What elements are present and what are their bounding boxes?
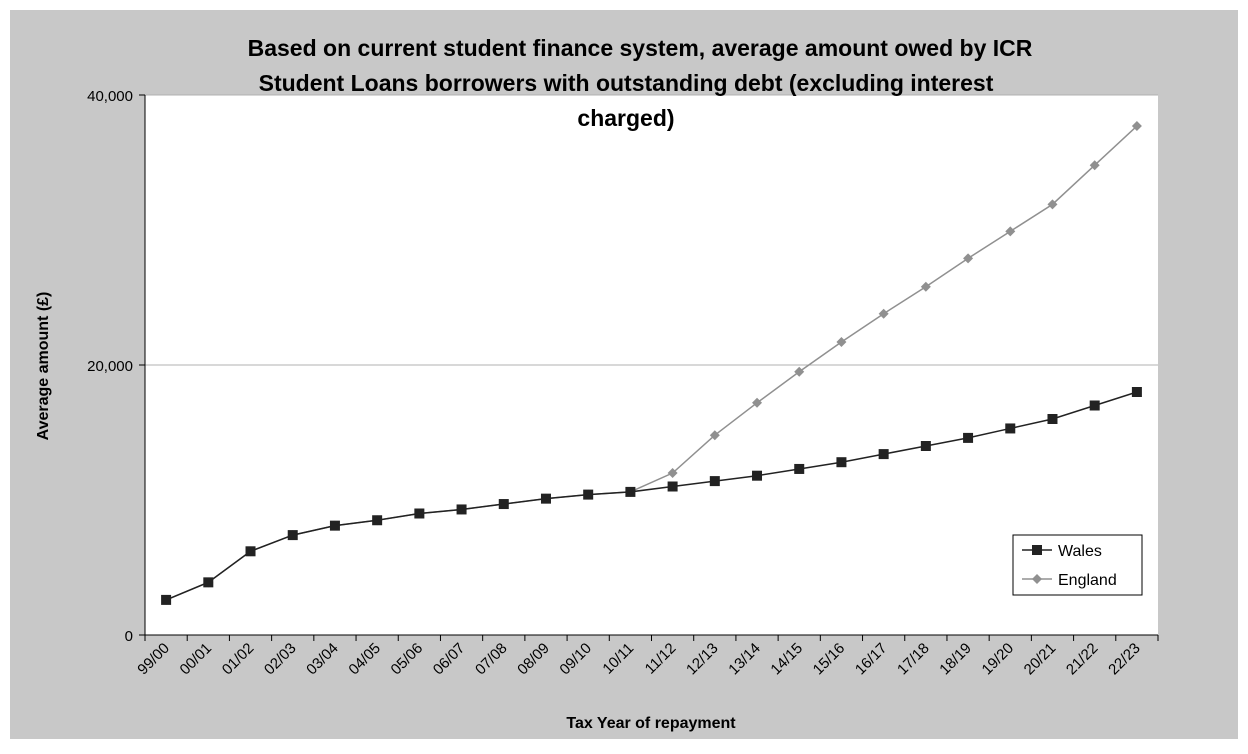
chart-title-line-3: charged) — [577, 105, 674, 131]
legend-england-marker — [1032, 574, 1042, 584]
legend-wales-label: Wales — [1058, 543, 1102, 560]
data-point-england — [1047, 199, 1058, 210]
y-axis-label: Average amount (£) — [35, 292, 52, 441]
data-point-wales — [372, 515, 383, 526]
data-point-wales — [161, 594, 172, 605]
data-point-england — [878, 308, 889, 319]
data-point-wales — [794, 463, 805, 474]
data-point-england — [836, 337, 847, 348]
data-point-wales — [414, 508, 425, 519]
y-tick-label: 0 — [125, 628, 133, 645]
data-point-wales — [963, 432, 974, 443]
data-point-england — [752, 397, 763, 408]
data-point-wales — [752, 470, 763, 481]
data-point-wales — [456, 504, 467, 515]
data-point-wales — [1131, 387, 1142, 397]
x-axis-label: Tax Year of repayment — [566, 715, 736, 732]
series-line-wales — [165, 391, 1138, 601]
data-point-wales — [329, 520, 340, 531]
chart-title-line-1: Based on current student finance system,… — [248, 35, 1033, 61]
data-point-wales — [287, 530, 298, 541]
data-point-england — [709, 430, 720, 441]
gridlines — [145, 94, 1158, 366]
legend-england-label: England — [1058, 572, 1117, 589]
data-point-wales — [583, 489, 594, 500]
legend-wales-marker — [1032, 545, 1042, 555]
data-point-wales — [1005, 423, 1016, 434]
data-point-wales — [203, 577, 214, 588]
data-point-england — [1005, 226, 1016, 237]
series-wales — [161, 387, 1142, 605]
axes — [139, 94, 1159, 641]
y-tick-labels: 0 20,000 40,000 — [87, 88, 133, 645]
series-layer — [161, 121, 1142, 605]
data-point-wales — [878, 449, 889, 460]
data-point-england — [667, 468, 678, 478]
chart-title: Based on current student finance system,… — [248, 35, 1033, 131]
data-point-wales — [709, 476, 720, 487]
data-point-england — [963, 253, 974, 264]
data-point-wales — [1089, 400, 1100, 411]
data-point-wales — [540, 493, 551, 504]
data-point-wales — [498, 499, 509, 510]
data-point-wales — [1047, 414, 1058, 424]
legend: Wales England — [1012, 534, 1143, 596]
y-tick-label: 20,000 — [87, 358, 133, 375]
data-point-england — [1131, 121, 1142, 132]
data-point-wales — [667, 481, 678, 492]
chart-title-line-2: Student Loans borrowers with outstanding… — [259, 70, 994, 96]
data-point-wales — [625, 486, 636, 497]
data-point-england — [1089, 160, 1100, 171]
data-point-wales — [245, 546, 256, 557]
data-point-england — [920, 281, 931, 292]
data-point-england — [794, 366, 805, 377]
data-point-wales — [836, 457, 847, 468]
y-tick-label: 40,000 — [87, 88, 133, 105]
data-point-wales — [920, 441, 931, 451]
